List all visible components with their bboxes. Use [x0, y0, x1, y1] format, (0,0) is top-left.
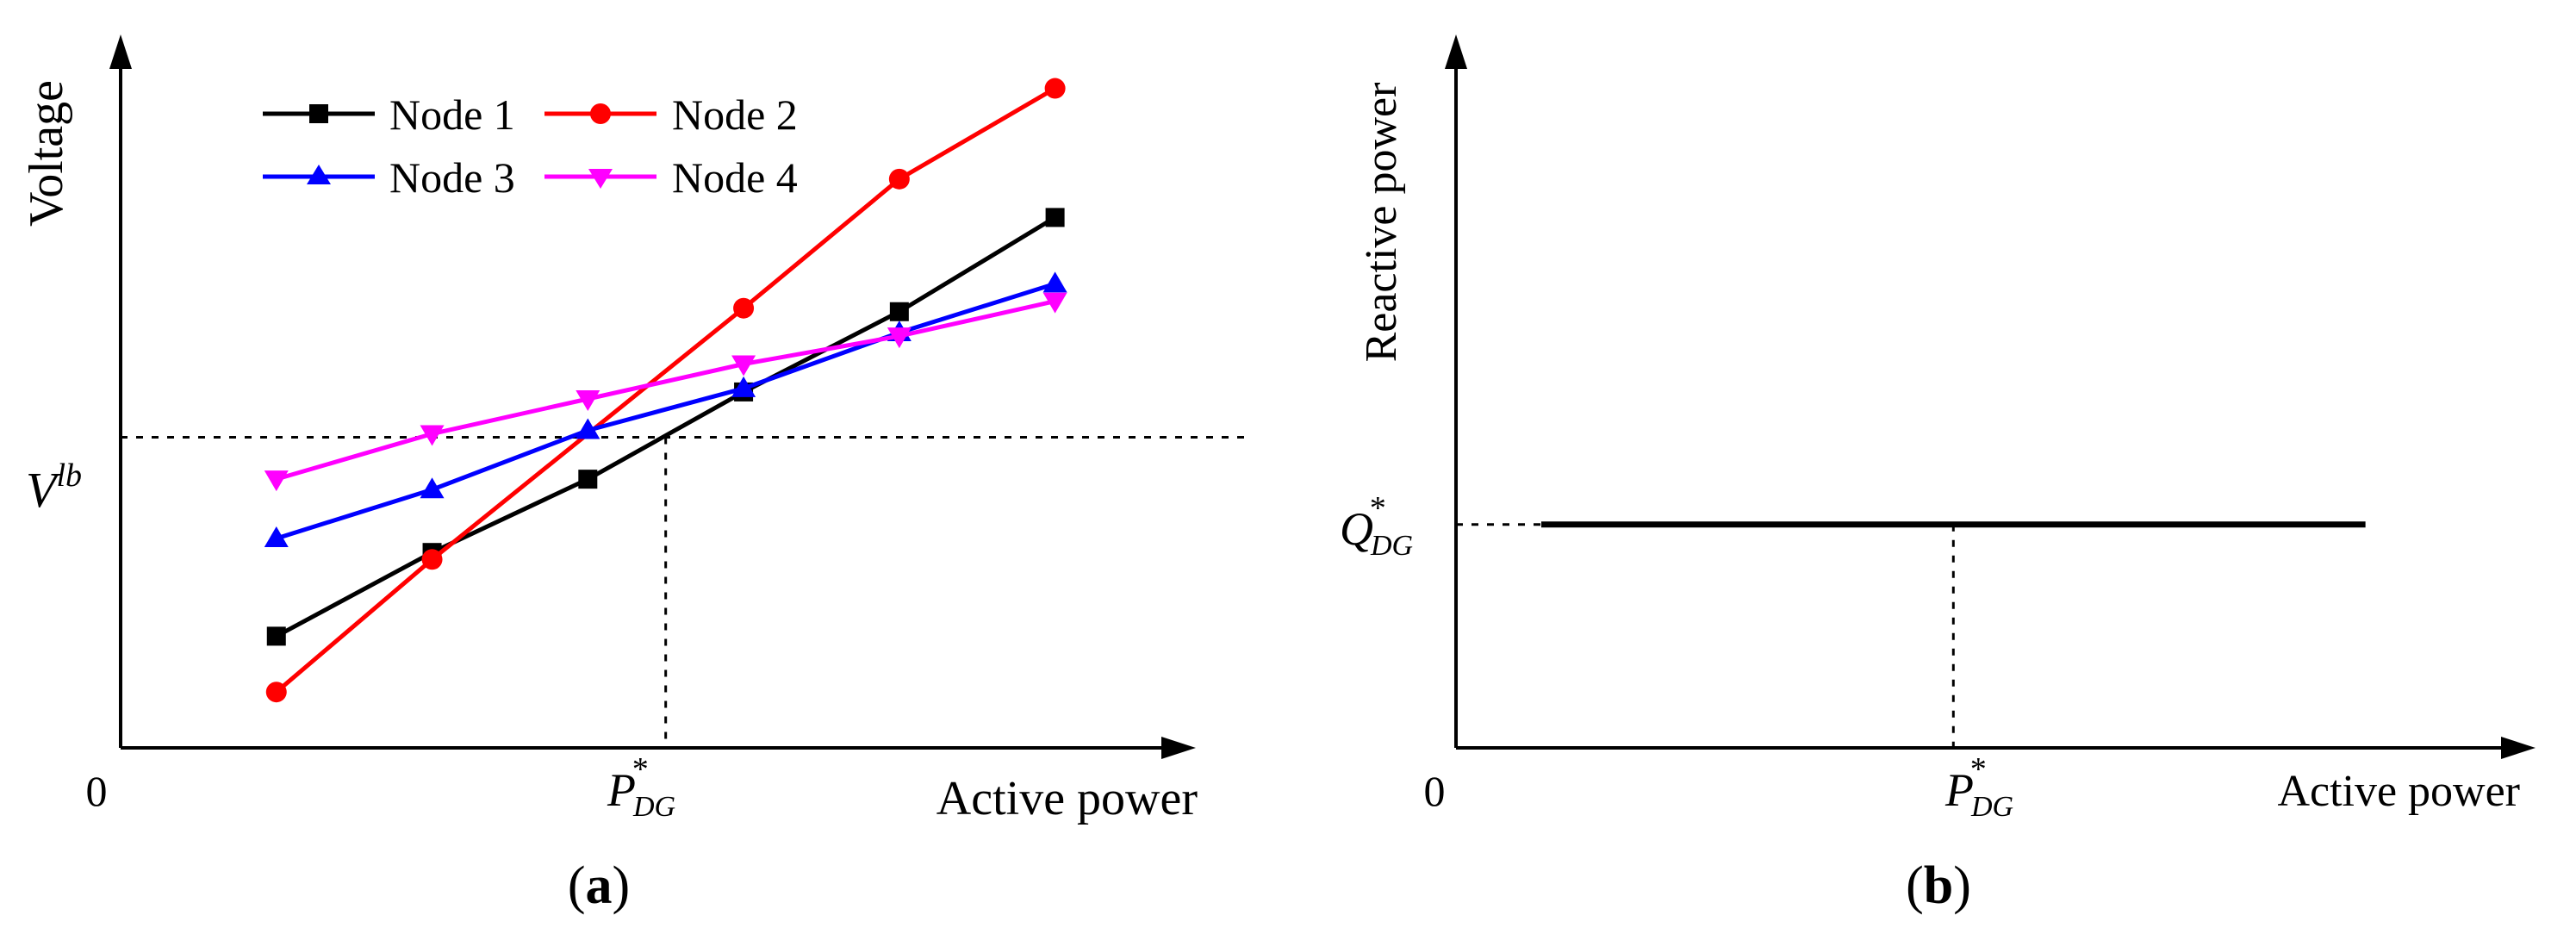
chart-a-y-arrow — [109, 34, 132, 69]
chart-a-v-limit-sup: lb — [56, 458, 82, 494]
series-point-node4-4 — [731, 355, 756, 377]
chart-a-xlabel: Active power — [936, 772, 1198, 825]
chart-b-ylabel: Reactive power — [1357, 83, 1406, 363]
chart-b-q-limit-sub: DG — [1370, 530, 1413, 562]
chart-a-legend: Node 1 Node 2 Node 3 Node 4 — [263, 90, 798, 202]
chart-b-p-limit-sup: * — [1969, 751, 1985, 787]
chart-a: 0 Voltage Active power Vlb P* DG Node 1 N… — [20, 34, 1249, 915]
legend-item-node1: Node 1 — [263, 90, 515, 139]
chart-a-v-limit-label: Vlb — [26, 458, 82, 518]
series-point-node4-5 — [887, 327, 912, 349]
series-point-node1-6 — [1045, 208, 1065, 227]
chart-a-panel-label: (a) — [568, 856, 630, 915]
series-point-node3-3 — [576, 418, 600, 439]
chart-a-p-limit-label: P* DG — [607, 751, 675, 823]
series-point-node3-1 — [264, 526, 289, 547]
chart-b-p-limit-sub: DG — [1970, 791, 2013, 823]
legend-label-node4: Node 4 — [672, 153, 798, 202]
legend-item-node3: Node 3 — [263, 153, 515, 202]
chart-a-ylabel: Voltage — [20, 80, 73, 227]
chart-b-q-limit-base: Q — [1340, 503, 1373, 555]
series-point-node2-4 — [888, 168, 910, 190]
series-point-node2-1 — [265, 682, 287, 703]
chart-a-x-arrow — [1161, 737, 1196, 759]
series-point-node4-1 — [264, 470, 289, 492]
chart-a-v-limit-base: V — [26, 462, 62, 518]
series-point-node3-2 — [420, 477, 445, 499]
legend-label-node1: Node 1 — [389, 90, 515, 139]
series-line-node4 — [276, 299, 1056, 482]
legend-item-node2: Node 2 — [544, 90, 798, 139]
chart-b-origin-label: 0 — [1424, 767, 1446, 815]
legend-label-node2: Node 2 — [672, 90, 798, 139]
legend-item-node4: Node 4 — [544, 153, 798, 202]
series-point-node4-6 — [1042, 292, 1067, 314]
series-point-node4-2 — [420, 425, 445, 446]
series-line-node1 — [275, 215, 1056, 638]
series-point-node4-3 — [576, 390, 600, 411]
chart-b-panel-label: (b) — [1906, 856, 1971, 915]
chart-b-xlabel: Active power — [2277, 767, 2520, 816]
chart-b: 0 Reactive power Active power Q* DG P* DG … — [1340, 34, 2536, 915]
series-point-node1-3 — [578, 470, 598, 489]
series-point-node1-1 — [266, 626, 286, 646]
chart-a-p-limit-sup: * — [631, 751, 647, 787]
chart-b-x-arrow — [2501, 737, 2536, 759]
series-point-node3-4 — [731, 376, 756, 397]
chart-a-p-limit-sub: DG — [632, 791, 675, 823]
series-point-node3-6 — [1042, 271, 1067, 293]
series-point-node1-5 — [889, 302, 909, 321]
series-point-node2-2 — [421, 549, 443, 570]
chart-b-y-arrow — [1445, 34, 1467, 69]
chart-a-origin-label: 0 — [86, 767, 108, 815]
chart-b-q-limit-label: Q* DG — [1340, 490, 1413, 562]
chart-b-p-limit-label: P* DG — [1944, 751, 2013, 823]
legend-label-node3: Node 3 — [389, 153, 515, 202]
series-point-node2-5 — [1044, 78, 1066, 99]
chart-b-p-limit-base: P — [1944, 764, 1974, 816]
chart-a-series-group — [264, 78, 1067, 703]
series-line-node3 — [276, 281, 1056, 541]
chart-b-q-limit-sup: * — [1368, 490, 1384, 526]
chart-a-p-limit-base: P — [607, 764, 636, 816]
series-point-node2-3 — [733, 297, 755, 319]
